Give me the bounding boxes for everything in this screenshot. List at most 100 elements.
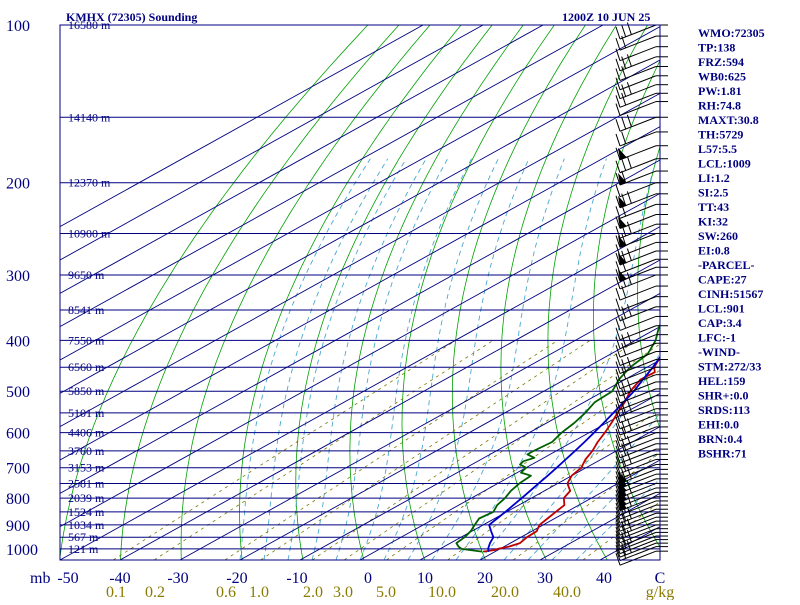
mixing-ratio-line <box>582 501 660 560</box>
wind-barb <box>615 170 668 186</box>
pressure-tick-label: 400 <box>6 333 30 350</box>
mixing-ratio-tick-label: 0.2 <box>145 584 165 600</box>
wind-barb <box>615 221 668 239</box>
index-name: LFC <box>698 331 722 345</box>
index-value: 0.0 <box>734 389 749 403</box>
index-row: CAP:3.4 <box>698 316 742 330</box>
index-row: SW:260 <box>698 229 738 243</box>
moist-adiabat <box>383 158 499 560</box>
wind-barb <box>615 529 668 547</box>
isotherm <box>60 25 544 294</box>
wind-barb <box>615 504 668 520</box>
index-row: L57:5.5 <box>698 142 737 156</box>
index-value: 0.0 <box>724 418 739 432</box>
height-label: 3153 m <box>68 461 105 475</box>
wind-barb <box>615 458 668 474</box>
wind-barb <box>615 451 668 469</box>
mixing-ratio-tick-label: 3.0 <box>333 584 353 600</box>
moist-adiabat <box>431 158 565 560</box>
dewpoint-trace <box>455 323 660 553</box>
index-name: CAP <box>698 316 723 330</box>
wind-barb <box>615 546 668 562</box>
wind-barb <box>615 539 668 555</box>
isotherm <box>60 159 660 494</box>
parcel-trace <box>487 355 660 552</box>
diagram-grid <box>60 25 660 560</box>
index-row: CINH:51567 <box>698 287 763 301</box>
wind-barb <box>615 325 668 341</box>
isotherm <box>179 292 660 560</box>
dry-adiabat <box>120 25 400 560</box>
index-name: CINH <box>698 287 730 301</box>
moist-adiabat <box>287 158 407 560</box>
wind-barb <box>615 351 668 366</box>
index-name: HEL <box>698 374 723 388</box>
index-name: TP <box>698 41 713 55</box>
wind-barb <box>615 54 668 72</box>
index-row: EHI:0.0 <box>698 418 739 432</box>
isotherm <box>60 25 424 228</box>
temperature-tick-label: 10 <box>417 570 433 587</box>
dry-adiabat <box>180 25 431 560</box>
index-row: SHR+:0.0 <box>698 389 749 403</box>
stability-indices-panel: WMO:72305TP:138FRZ:594WB0:625PW:1.81RH:7… <box>698 26 765 461</box>
wind-barb <box>615 182 668 198</box>
index-value: 625 <box>728 70 746 84</box>
index-name: TT <box>698 200 714 214</box>
index-value: 27 <box>735 273 747 287</box>
index-value: 1.2 <box>715 171 730 185</box>
index-name: BSHR <box>698 447 731 461</box>
index-name: SI <box>698 186 710 200</box>
moist-adiabat <box>239 158 371 560</box>
moist-adiabat <box>263 158 389 560</box>
dry-adiabat <box>593 59 660 548</box>
wind-barb <box>615 65 668 81</box>
wind-barb <box>615 241 668 257</box>
dry-adiabat <box>239 25 462 560</box>
wind-barb <box>615 379 668 397</box>
temperature-tick-label: -10 <box>286 570 307 587</box>
pressure-tick-label: 100 <box>6 18 30 35</box>
isotherm <box>60 26 660 361</box>
moist-adiabat <box>479 158 657 560</box>
isotherm <box>239 326 660 560</box>
wind-barb <box>615 432 668 448</box>
height-label: 567 m <box>68 530 99 544</box>
wind-barb <box>615 506 668 524</box>
index-value: 159 <box>727 374 745 388</box>
index-row: STM:272/33 <box>698 360 761 374</box>
wind-barb <box>615 418 668 436</box>
moist-adiabat <box>455 158 607 560</box>
mixing-ratio-line <box>113 340 457 560</box>
height-label: 7550 m <box>68 333 105 347</box>
height-label: 2581 m <box>68 476 105 490</box>
index-name: BRN <box>698 432 724 446</box>
isotherm <box>60 126 660 461</box>
moist-adiabat <box>407 158 530 560</box>
height-label: 2039 m <box>68 491 105 505</box>
index-value: 901 <box>727 302 745 316</box>
height-label: 12370 m <box>68 176 111 190</box>
wind-barb <box>615 156 668 174</box>
height-label: 16580 m <box>68 18 111 32</box>
index-section: -PARCEL- <box>698 258 754 272</box>
index-value: 113 <box>733 403 750 417</box>
mixing-ratio-tick-label: 1.0 <box>249 584 269 600</box>
wind-barb <box>615 512 668 528</box>
height-label: 4406 m <box>68 426 105 440</box>
index-name: MAXT <box>698 113 735 127</box>
wind-barb <box>615 395 668 411</box>
height-labels: 16580 m 14140 m 12370 m 10900 m 9650 m 8541 m… <box>68 18 111 556</box>
sounding-traces <box>455 323 660 553</box>
mixing-ratio-line <box>386 369 660 560</box>
pressure-tick-label: 1000 <box>6 542 38 559</box>
index-value: 1.81 <box>721 84 742 98</box>
wind-barb <box>615 101 668 117</box>
pressure-tick-label: 800 <box>6 491 30 508</box>
temperature-tick-label: -30 <box>167 570 188 587</box>
isotherm <box>60 25 604 328</box>
index-row: EI:0.8 <box>698 244 730 258</box>
index-row: -PARCEL- <box>698 258 754 272</box>
wind-barb <box>615 448 668 464</box>
